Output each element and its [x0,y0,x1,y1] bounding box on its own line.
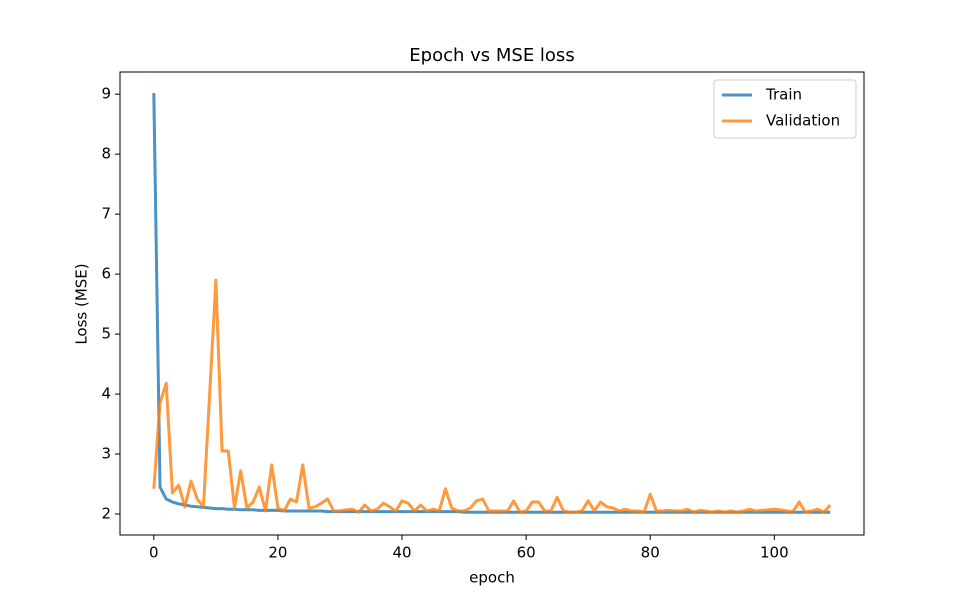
x-tick-label: 80 [641,544,660,562]
y-tick-label: 4 [101,385,111,403]
x-tick-label: 60 [517,544,536,562]
legend-label: Validation [766,112,840,130]
y-tick-label: 9 [101,85,111,103]
y-tick-label: 3 [101,445,111,463]
legend-label: Train [765,86,802,104]
x-tick-label: 20 [268,544,287,562]
y-tick-label: 7 [101,205,111,223]
axes-frame [119,71,865,536]
y-tick-label: 6 [101,265,111,283]
x-tick-label: 0 [149,544,159,562]
x-tick-label: 100 [760,544,789,562]
x-tick-label: 40 [392,544,411,562]
y-tick-label: 2 [101,505,111,523]
y-tick-label: 8 [101,145,111,163]
y-tick-label: 5 [101,325,111,343]
x-axis-label: epoch [469,569,515,587]
line-series [152,278,832,514]
y-axis-label: Loss (MSE) [73,263,91,344]
chart-title: Epoch vs MSE loss [409,45,574,66]
